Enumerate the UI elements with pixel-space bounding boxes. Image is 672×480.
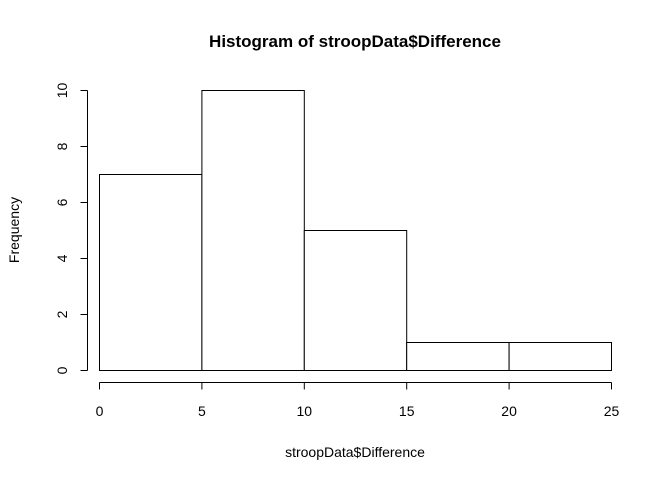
histogram-bar-2	[303, 230, 408, 371]
histogram-bar-1	[201, 90, 305, 371]
x-tick-label-4: 20	[501, 403, 517, 419]
histogram-bar-3	[406, 342, 510, 371]
y-tick-label-4: 8	[54, 142, 70, 150]
x-tick-label-1: 5	[198, 403, 206, 419]
x-tick-label-5: 25	[604, 403, 620, 419]
y-tick-label-2: 4	[54, 254, 70, 262]
x-tick-label-3: 15	[399, 403, 415, 419]
chart-title: Histogram of stroopData$Difference	[209, 32, 501, 51]
y-tick-label-5: 10	[54, 83, 70, 99]
x-tick-label-0: 0	[96, 403, 104, 419]
y-axis-label: Frequency	[6, 197, 22, 263]
bars-group	[99, 90, 613, 371]
y-tick-label-1: 2	[54, 310, 70, 318]
y-tick-label-3: 6	[54, 198, 70, 206]
histogram-bar-0	[99, 174, 203, 371]
histogram-bar-4	[508, 342, 613, 371]
x-tick-label-2: 10	[297, 403, 313, 419]
y-tick-label-0: 0	[54, 366, 70, 374]
y-axis: 0 2 4 6 8 10	[54, 83, 88, 374]
x-axis: 0 5 10 15 20 25	[96, 382, 620, 419]
x-axis-label: stroopData$Difference	[285, 444, 425, 460]
